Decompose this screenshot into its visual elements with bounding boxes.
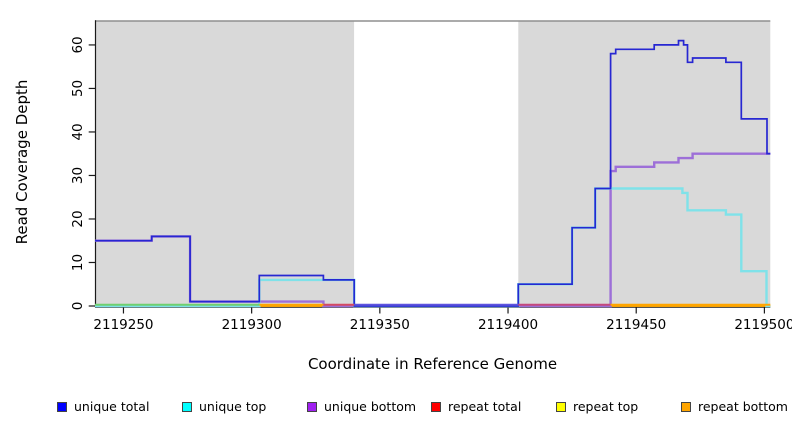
x-tick-label: 2119500 bbox=[734, 317, 792, 333]
legend-swatch-unique-bottom bbox=[307, 401, 317, 412]
y-tick-label: 50 bbox=[70, 80, 86, 97]
y-tick-label: 30 bbox=[70, 167, 86, 184]
y-axis-label: Read Coverage Depth bbox=[13, 79, 31, 245]
legend-label: repeat total bbox=[448, 399, 522, 414]
legend-item-unique-bottom: unique bottom bbox=[307, 399, 416, 414]
legend-item-unique-top: unique top bbox=[182, 399, 266, 414]
y-tick-label: 40 bbox=[70, 123, 86, 140]
legend-label: repeat top bbox=[573, 399, 639, 414]
x-tick-label: 2119450 bbox=[606, 317, 666, 333]
legend: unique total unique top unique bottom repea… bbox=[0, 399, 792, 421]
legend-swatch-repeat-total bbox=[431, 401, 441, 412]
highlight-region bbox=[354, 21, 519, 307]
legend-swatch-unique-total bbox=[57, 401, 67, 412]
legend-swatch-unique-top bbox=[182, 401, 192, 412]
legend-label: unique bottom bbox=[324, 399, 417, 414]
legend-swatch-repeat-top bbox=[556, 401, 566, 412]
x-tick-label: 2119250 bbox=[93, 317, 153, 333]
legend-label: unique total bbox=[74, 399, 150, 414]
legend-label: repeat bottom bbox=[698, 399, 788, 414]
x-tick-label: 2119350 bbox=[350, 317, 410, 333]
y-tick-label: 0 bbox=[70, 302, 86, 311]
y-tick-label: 10 bbox=[70, 254, 86, 271]
x-axis-label: Coordinate in Reference Genome bbox=[307, 355, 558, 373]
y-tick-label: 60 bbox=[70, 36, 86, 53]
panel-background-left bbox=[95, 21, 355, 307]
x-tick-label: 2119300 bbox=[222, 317, 282, 333]
y-tick-label: 20 bbox=[70, 210, 86, 227]
legend-label: unique top bbox=[199, 399, 267, 414]
legend-item-unique-total: unique total bbox=[57, 399, 149, 414]
legend-item-repeat-bottom: repeat bottom bbox=[681, 399, 788, 414]
legend-item-repeat-top: repeat top bbox=[556, 399, 638, 414]
series-unique-total bbox=[95, 39, 771, 307]
legend-item-repeat-total: repeat total bbox=[431, 399, 521, 414]
panel-background-right bbox=[518, 21, 771, 307]
legend-swatch-repeat-bottom bbox=[681, 401, 691, 412]
x-tick-label: 2119400 bbox=[478, 317, 538, 333]
